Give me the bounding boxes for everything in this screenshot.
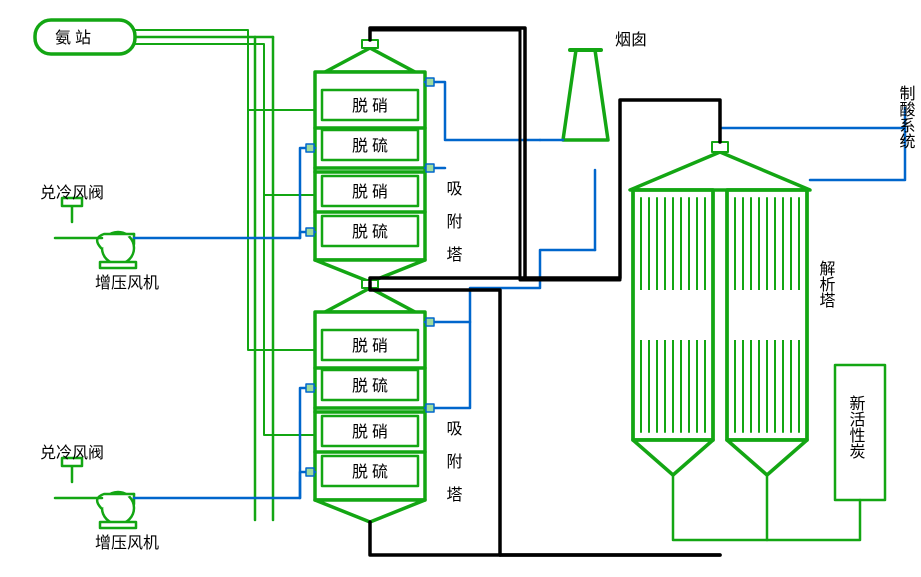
denox-label-2: 脱 硝 — [352, 183, 388, 201]
booster-fan-label-2: 增压风机 — [95, 534, 159, 552]
desox-label-4: 脱 硫 — [352, 463, 388, 481]
process-flow-diagram: 氨 站 兑冷风阀 增压风机 兑冷风阀 增压风机 脱 硝 脱 硫 脱 硝 脱 硫 … — [0, 0, 921, 577]
denox-label-4: 脱 硝 — [352, 423, 388, 441]
desox-label-3: 脱 硫 — [352, 377, 388, 395]
adsorption-tower-top — [315, 40, 425, 282]
adsorption-tower-label-1: 吸 附 塔 — [444, 180, 463, 262]
desorption-tower-label: 解析塔 — [817, 260, 836, 308]
acid-system-label: 制酸系统 — [897, 85, 916, 149]
cooling-valve-top-icon — [55, 198, 102, 238]
desox-label-2: 脱 硫 — [352, 223, 388, 241]
cooling-valve-bottom-icon — [55, 458, 102, 498]
fresh-carbon-label: 新活性炭 — [847, 395, 866, 459]
desox-label-1: 脱 硫 — [352, 137, 388, 155]
denox-label-3: 脱 硝 — [352, 337, 388, 355]
adsorption-tower-label-2: 吸 附 塔 — [444, 420, 463, 502]
ammonia-station-label: 氨 站 — [55, 29, 91, 47]
booster-fan-label-1: 增压风机 — [95, 274, 159, 292]
adsorption-tower-bottom — [315, 280, 425, 522]
cooling-valve-label-1: 兑冷风阀 — [40, 184, 104, 202]
chimney-label: 烟囱 — [615, 31, 647, 49]
chimney-icon — [563, 50, 608, 140]
cooling-valve-label-2: 兑冷风阀 — [40, 444, 104, 462]
denox-label-1: 脱 硝 — [352, 97, 388, 115]
desorption-tower — [630, 142, 810, 475]
